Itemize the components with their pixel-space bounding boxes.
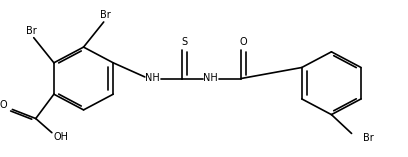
Text: NH: NH	[203, 73, 218, 83]
Text: O: O	[0, 100, 7, 110]
Text: S: S	[182, 37, 188, 47]
Text: Br: Br	[100, 10, 111, 20]
Text: Br: Br	[363, 133, 374, 143]
Text: Br: Br	[27, 26, 37, 36]
Text: OH: OH	[53, 132, 68, 142]
Text: O: O	[240, 37, 247, 47]
Text: NH: NH	[145, 73, 160, 83]
